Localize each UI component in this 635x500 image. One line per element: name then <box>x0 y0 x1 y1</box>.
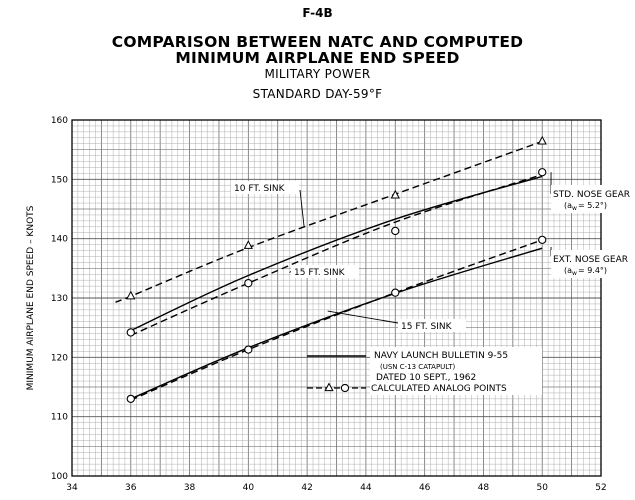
label-std-nose-gear: STD. NOSE GEAR <box>553 190 630 200</box>
legend-circle-marker <box>340 383 350 393</box>
label-ext-nose-gear-alpha: (aw= 9.4°) <box>564 266 607 277</box>
circle-marker <box>244 279 253 288</box>
chart-subtitle-day: STANDARD DAY-59°F <box>252 87 383 101</box>
circle-marker <box>538 168 547 177</box>
label-15ft-sink-lower: 15 FT. SINK <box>401 322 453 332</box>
chart-grid <box>71 119 602 477</box>
label-bg-std-nose-gear <box>551 185 603 213</box>
label-10ft-sink: 10 FT. SINK <box>234 184 286 194</box>
circle-marker <box>244 345 253 354</box>
label-std-nose-gear-alpha: (aw= 5.2°) <box>564 201 607 212</box>
x-tick-label: 34 <box>66 483 78 493</box>
circle-marker <box>391 288 400 297</box>
label-ext-nose-gear: EXT. NOSE GEAR <box>553 255 628 265</box>
annotations: 10 FT. SINK 15 FT. SINK 15 FT. SINK STD.… <box>231 172 630 332</box>
circle-marker <box>538 235 547 245</box>
triangle-marker <box>537 135 547 145</box>
x-tick-label: 44 <box>360 483 372 493</box>
series-line-2 <box>130 247 543 400</box>
figure-code: F-4B <box>302 6 333 20</box>
legend-catapult: (USN C-13 CATAPULT) <box>380 363 456 371</box>
legend-date: DATED 10 SEPT., 1962 <box>376 373 476 383</box>
series-line-5 <box>130 239 543 401</box>
y-tick-label: 130 <box>51 294 68 304</box>
axis-ticks: 34 36 38 40 42 44 46 48 50 52 100 110 120 130 140 150 16… <box>51 116 607 493</box>
x-tick-label: 40 <box>243 483 255 493</box>
chart-title-line-2: MINIMUM AIRPLANE END SPEED <box>175 49 460 67</box>
x-tick-label: 38 <box>184 483 196 493</box>
plot-frame <box>71 119 602 477</box>
y-tick-label: 110 <box>51 413 68 423</box>
y-tick-label: 100 <box>51 472 68 482</box>
triangle-marker <box>243 240 253 249</box>
data-markers <box>126 135 547 404</box>
x-tick-label: 52 <box>595 483 606 493</box>
circle-marker <box>391 226 400 236</box>
x-tick-label: 46 <box>419 483 431 493</box>
legend-background <box>370 347 542 395</box>
legend-navy-bulletin: NAVY LAUNCH BULLETIN 9-55 <box>374 351 508 361</box>
triangle-marker <box>126 290 136 300</box>
leader-15ft-sink-lower <box>327 310 399 324</box>
chart-subtitle-power: MILITARY POWER <box>264 67 371 81</box>
y-tick-label: 150 <box>51 175 68 185</box>
triangle-marker <box>390 189 400 199</box>
y-axis-label: MINIMUM AIRPLANE END SPEED – KNOTS <box>26 205 36 390</box>
legend-analog-points: CALCULATED ANALOG POINTS <box>371 384 507 394</box>
circle-marker <box>126 328 135 337</box>
label-bg-ext-nose-gear <box>551 250 603 278</box>
x-tick-label: 42 <box>301 483 312 493</box>
label-bg-10ft-sink <box>231 181 299 194</box>
y-tick-label: 120 <box>51 353 68 363</box>
x-tick-label: 48 <box>478 483 490 493</box>
circle-marker <box>126 394 135 404</box>
series-line-4 <box>130 173 543 337</box>
x-tick-label: 50 <box>536 483 548 493</box>
leader-10ft-sink <box>299 189 305 228</box>
label-bg-15ft-sink-upper <box>291 265 359 278</box>
y-tick-label: 140 <box>51 235 68 245</box>
legend-triangle-marker <box>324 382 334 392</box>
chart-title-line-1: COMPARISON BETWEEN NATC AND COMPUTED <box>111 33 524 51</box>
y-tick-label: 160 <box>51 116 68 126</box>
label-15ft-sink-upper: 15 FT. SINK <box>294 268 346 278</box>
label-bg-15ft-sink-lower <box>398 319 466 332</box>
x-tick-label: 36 <box>125 483 137 493</box>
legend: NAVY LAUNCH BULLETIN 9-55 (USN C-13 CATA… <box>307 347 542 395</box>
